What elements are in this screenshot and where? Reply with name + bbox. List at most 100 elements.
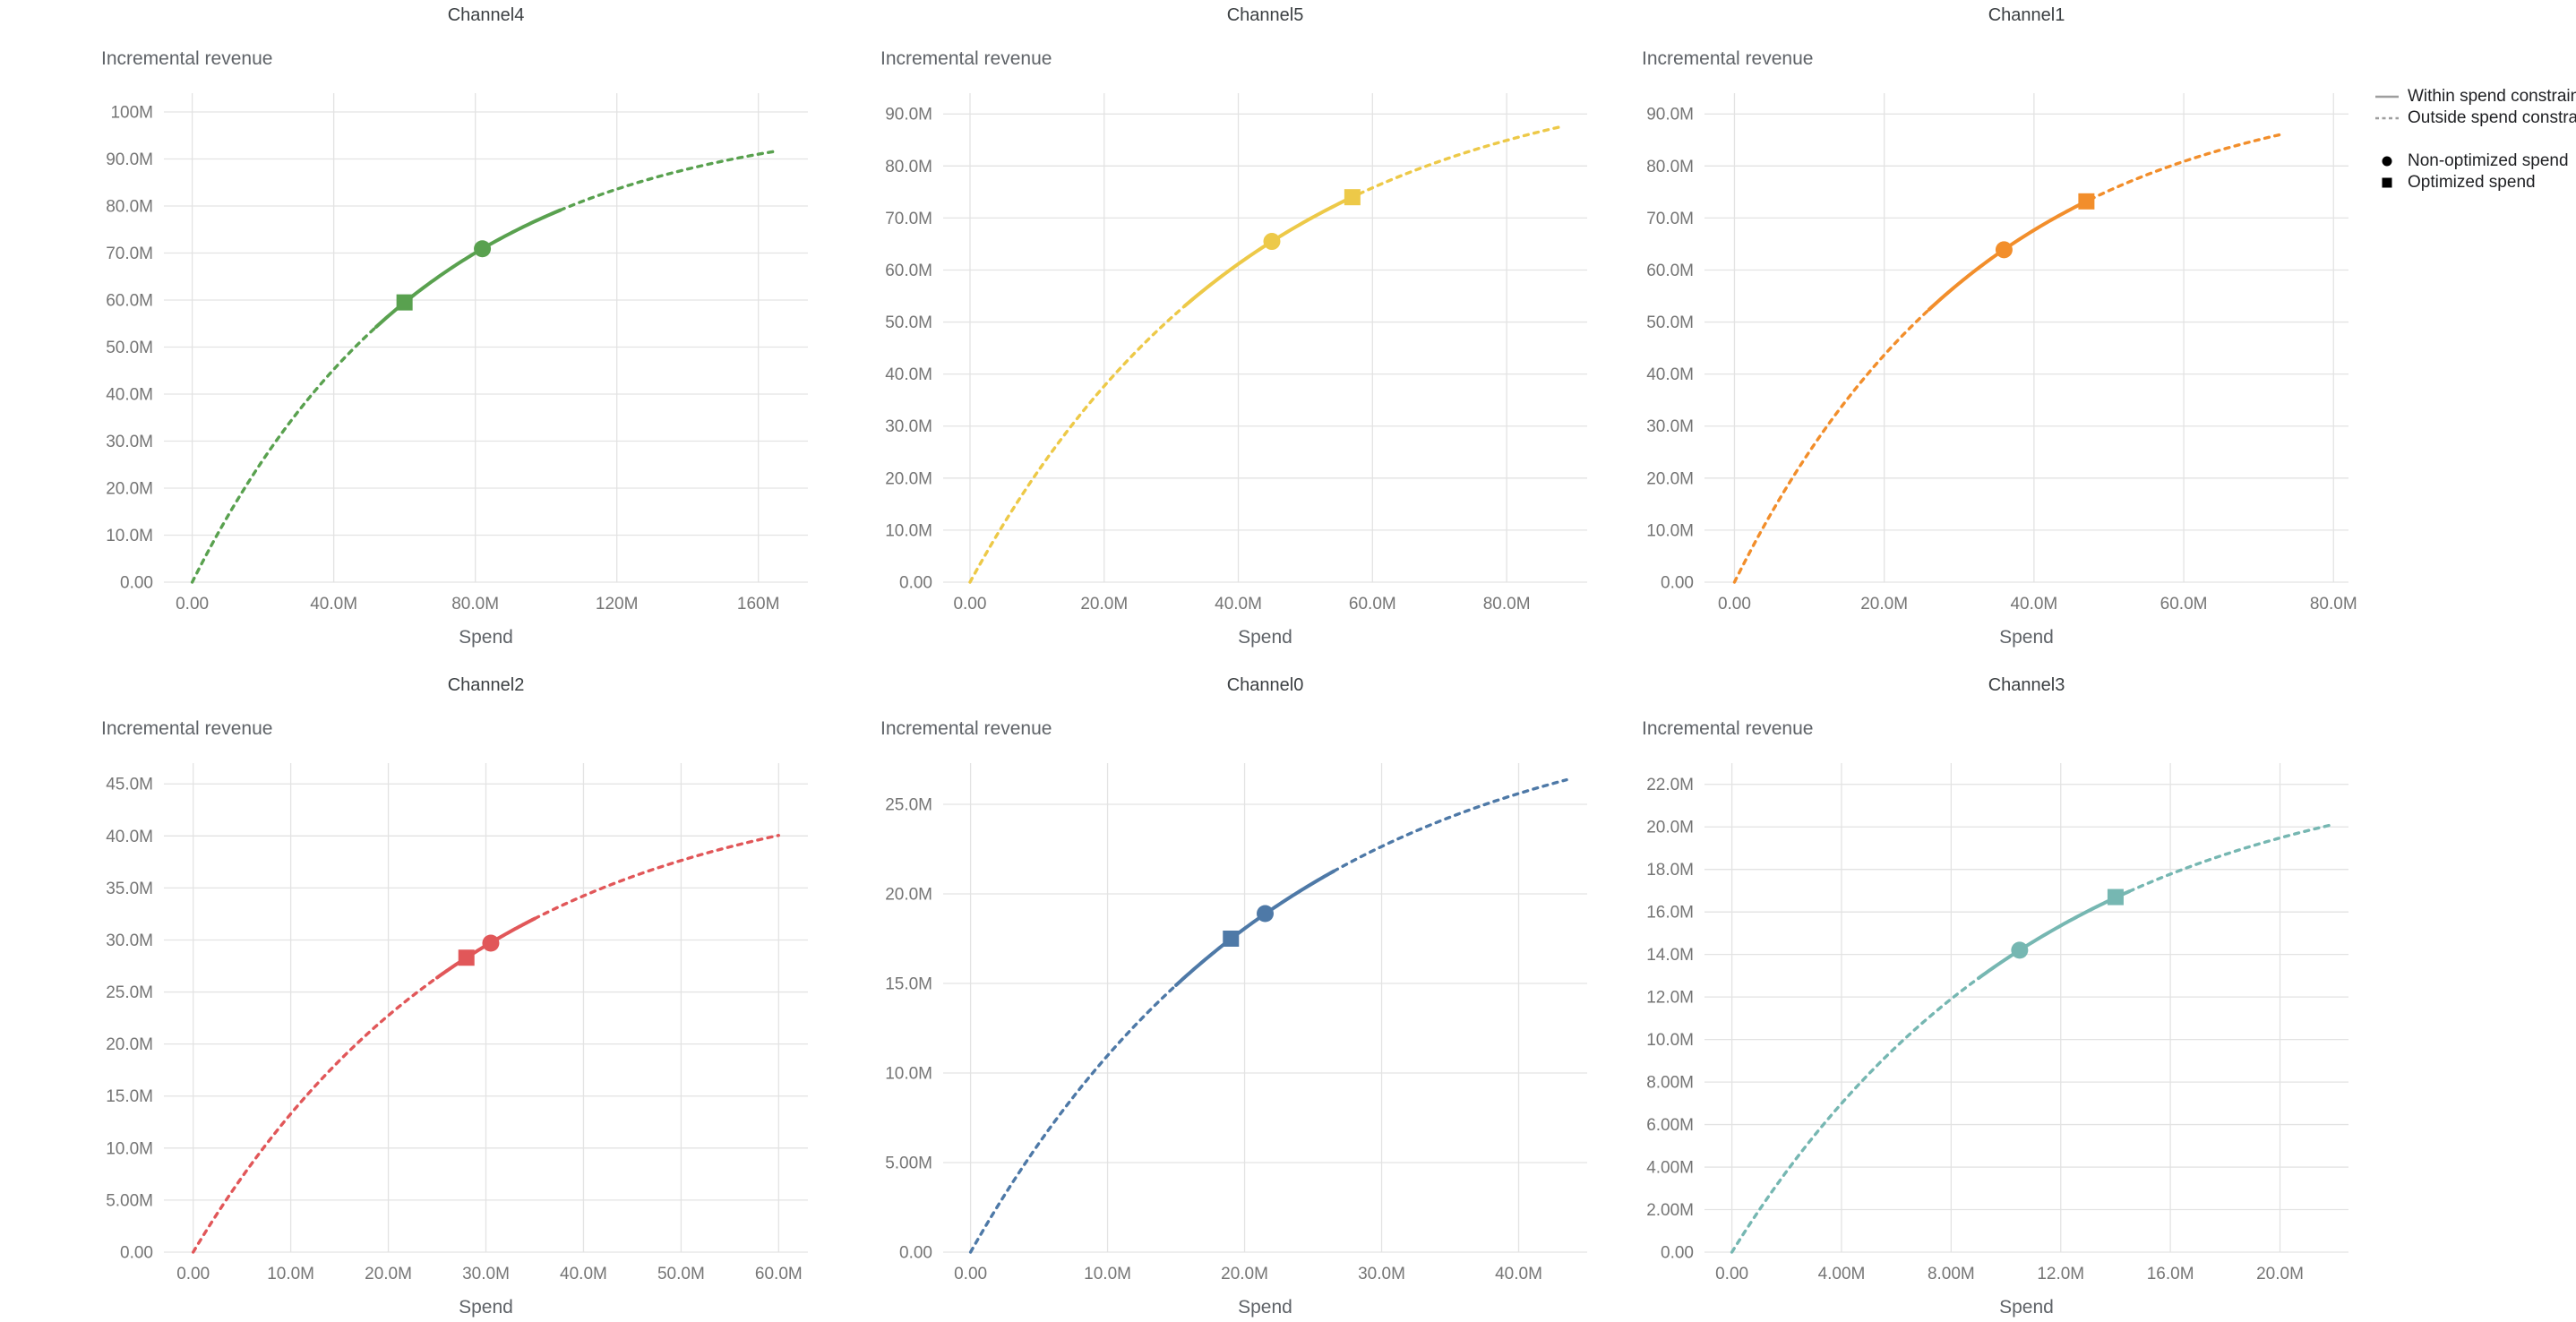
y-tick-label: 0.00	[899, 1244, 932, 1263]
y-tick-label: 0.00	[1661, 574, 1694, 593]
chart-title: Channel1	[1988, 5, 2065, 25]
curve-within-constraint	[1182, 192, 1361, 308]
y-tick-label: 80.0M	[885, 158, 932, 176]
chart-plot-area: 0.00 10.0M 20.0M 30.0M 40.0M 50.0M 60.0M 0.00 5.…	[106, 763, 808, 1283]
optimized-spend-marker	[458, 949, 475, 966]
chart-channel0: Channel0 Incremental revenue 0.00 10.0M 20…	[855, 670, 1612, 1322]
x-axis-title: Spend	[1238, 627, 1292, 648]
curve-outside-constraint	[968, 304, 1187, 584]
chart-title: Channel5	[1226, 5, 1304, 25]
x-tick-label: 80.0M	[2310, 595, 2357, 614]
x-tick-label: 20.0M	[1080, 595, 1128, 614]
y-tick-label: 30.0M	[106, 931, 153, 950]
y-tick-label: 20.0M	[885, 886, 932, 905]
legend-label: Within spend constraint	[2408, 87, 2576, 106]
curve-outside-constraint	[191, 975, 439, 1254]
y-tick-label: 10.0M	[106, 527, 153, 545]
y-tick-label: 12.0M	[1646, 989, 1694, 1008]
x-tick-label: 30.0M	[1358, 1265, 1405, 1283]
y-tick-label: 14.0M	[1646, 946, 1694, 965]
x-tick-label: 40.0M	[560, 1265, 607, 1283]
chart-plot-area: 0.00 4.00M 8.00M 12.0M 16.0M 20.0M 0.00 2.00M 4.…	[1646, 763, 2348, 1283]
x-tick-label: 60.0M	[1349, 595, 1396, 614]
y-tick-label: 0.00	[120, 1244, 153, 1263]
y-tick-label: 30.0M	[106, 433, 153, 451]
y-tick-label: 40.0M	[106, 828, 153, 846]
y-tick-label: 100M	[110, 104, 153, 123]
y-tick-label: 10.0M	[885, 1065, 932, 1084]
curve-within-constraint	[1976, 889, 2132, 981]
x-tick-label: 20.0M	[365, 1265, 412, 1283]
curve-within-constraint	[1174, 869, 1335, 987]
x-axis-title: Spend	[1238, 1297, 1292, 1318]
curve-outside-constraint	[1332, 777, 1568, 873]
y-tick-label: 90.0M	[106, 150, 153, 169]
y-tick-label: 30.0M	[1646, 417, 1694, 436]
chart-plot-area: 0.00 10.0M 20.0M 30.0M 40.0M 0.00 5.00M 10.0M 15…	[885, 763, 1587, 1283]
optimized-spend-marker	[1223, 931, 1240, 947]
x-tick-label: 40.0M	[1215, 595, 1262, 614]
y-tick-label: 8.00M	[1646, 1074, 1694, 1093]
curve-outside-constraint	[558, 150, 778, 212]
y-tick-label: 25.0M	[885, 796, 932, 815]
x-axis-title: Spend	[459, 627, 513, 648]
x-axis-title: Spend	[1999, 627, 2054, 648]
non-optimized-spend-marker	[2011, 941, 2029, 959]
y-tick-label: 40.0M	[1646, 365, 1694, 384]
chart-channel4: Channel4 Incremental revenue 0.00 40.0M 80…	[76, 0, 833, 652]
non-optimized-spend-marker	[474, 240, 492, 258]
x-tick-label: 30.0M	[462, 1265, 510, 1283]
curve-outside-constraint	[1357, 124, 1562, 196]
x-tick-label: 10.0M	[267, 1265, 314, 1283]
y-tick-label: 20.0M	[1646, 819, 1694, 837]
x-tick-label: 10.0M	[1084, 1265, 1131, 1283]
chart-title: Channel0	[1226, 675, 1304, 695]
chart-channel3: Channel3 Incremental revenue 0.00 4.00M 8.…	[1617, 670, 2374, 1322]
legend-label: Non-optimized spend	[2408, 151, 2569, 170]
line-dashed-icon	[2375, 116, 2399, 120]
y-tick-label: 4.00M	[1646, 1159, 1694, 1178]
y-tick-label: 40.0M	[106, 386, 153, 405]
y-tick-label: 20.0M	[1646, 469, 1694, 488]
x-tick-label: 4.00M	[1818, 1265, 1866, 1283]
legend-label: Optimized spend	[2408, 173, 2536, 192]
x-tick-label: 20.0M	[1860, 595, 1908, 614]
y-tick-label: 30.0M	[885, 417, 932, 436]
y-tick-label: 10.0M	[1646, 1031, 1694, 1050]
legend-label: Outside spend constraint	[2408, 108, 2576, 127]
y-tick-label: 35.0M	[106, 880, 153, 898]
legend-items: Within spend constraint Outside spend con…	[2374, 86, 2576, 193]
y-tick-label: 0.00	[1661, 1244, 1694, 1263]
legend-item-line-dashed: Outside spend constraint	[2374, 107, 2576, 129]
y-tick-label: 22.0M	[1646, 776, 1694, 794]
x-tick-label: 60.0M	[2160, 595, 2208, 614]
chart-title: Channel4	[447, 5, 525, 25]
y-axis-title: Incremental revenue	[101, 48, 273, 69]
y-tick-label: 2.00M	[1646, 1201, 1694, 1220]
x-tick-label: 40.0M	[1495, 1265, 1542, 1283]
y-tick-label: 90.0M	[1646, 106, 1694, 124]
x-tick-label: 0.00	[954, 1265, 987, 1283]
y-tick-label: 45.0M	[106, 776, 153, 794]
y-tick-label: 20.0M	[885, 469, 932, 488]
optimized-spend-marker	[2078, 193, 2095, 210]
y-tick-label: 60.0M	[106, 292, 153, 311]
non-optimized-spend-marker	[1263, 233, 1281, 251]
legend-item-line-solid: Within spend constraint	[2374, 86, 2576, 107]
y-tick-label: 50.0M	[106, 339, 153, 357]
x-tick-label: 20.0M	[1221, 1265, 1268, 1283]
curve-outside-constraint	[2088, 133, 2283, 202]
y-tick-label: 5.00M	[885, 1155, 932, 1173]
y-tick-label: 15.0M	[885, 975, 932, 994]
y-axis-title: Incremental revenue	[1642, 718, 1814, 739]
y-tick-label: 80.0M	[106, 198, 153, 217]
y-tick-label: 0.00	[120, 574, 153, 593]
y-axis-title: Incremental revenue	[1642, 48, 1814, 69]
y-tick-label: 18.0M	[1646, 861, 1694, 880]
x-tick-label: 16.0M	[2147, 1265, 2194, 1283]
chart-title: Channel3	[1988, 675, 2065, 695]
marker-circle-icon	[2382, 156, 2392, 167]
y-tick-label: 20.0M	[106, 1035, 153, 1054]
y-tick-label: 70.0M	[106, 245, 153, 263]
x-tick-label: 60.0M	[755, 1265, 803, 1283]
